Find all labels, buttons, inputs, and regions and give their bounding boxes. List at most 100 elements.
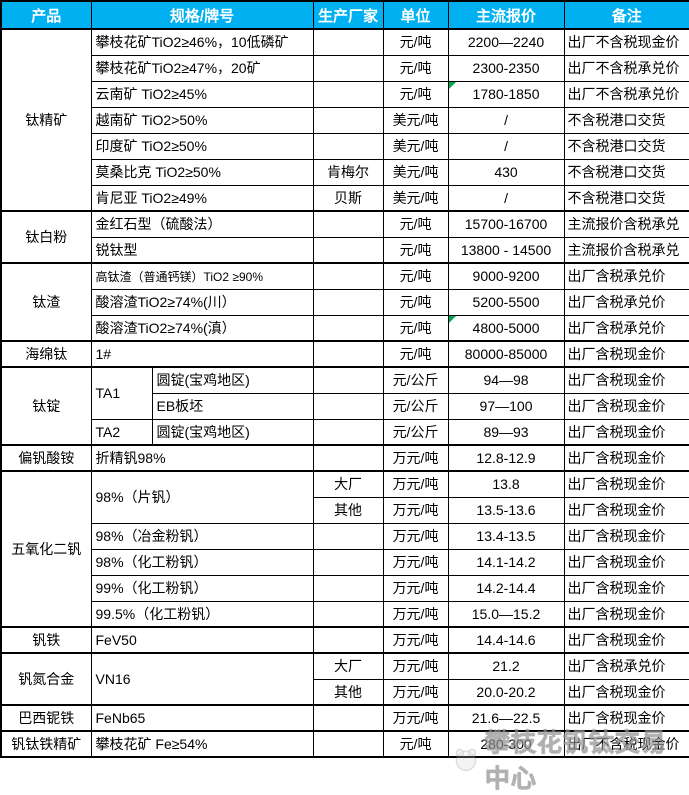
cell-producer: 贝斯 — [312, 184, 384, 212]
cell-spec: 酸溶渣TiO2≥74%(川） — [90, 288, 314, 316]
cell-unit: 美元/吨 — [382, 158, 449, 186]
cell-unit: 元/吨 — [382, 314, 449, 342]
cell-producer — [312, 418, 384, 446]
cell-spec: 金红石型（硫酸法） — [90, 210, 314, 238]
cell-product: 钒氮合金 — [0, 652, 92, 706]
cell-producer — [312, 730, 384, 758]
cell-price: 2200—2240 — [447, 28, 565, 56]
cell-unit: 万元/吨 — [382, 496, 449, 524]
cell-unit: 万元/吨 — [382, 522, 449, 550]
cell-spec: 攀枝花矿TiO2≥47%，20矿 — [90, 54, 314, 82]
cell-producer — [312, 574, 384, 602]
cell-producer — [312, 366, 384, 394]
cell-producer — [312, 600, 384, 628]
table-row: 99.5%（化工粉钒） 万元/吨 15.0—15.2 出厂含税现金价 — [1, 600, 689, 628]
cell-producer — [312, 54, 384, 82]
cell-price: 15700-16700 — [447, 210, 565, 238]
cell-producer: 大厂 — [312, 470, 384, 498]
cell-price: 15.0—15.2 — [447, 600, 565, 628]
cell-remark: 出厂含税现金价 — [563, 392, 689, 420]
cell-unit: 万元/吨 — [382, 600, 449, 628]
cell-unit: 元/吨 — [382, 340, 449, 368]
cell-product: 海绵钛 — [0, 340, 92, 368]
table-row: 攀枝花矿TiO2≥47%，20矿 元/吨 2300-2350 出厂不含税承兑价 — [1, 54, 689, 82]
cell-price: / — [447, 184, 565, 212]
table-row: 钛渣 高钛渣（普通钙镁）TiO2 ≥90% 元/吨 9000-9200 出厂含税承兑价 — [0, 262, 689, 342]
table-row: 肯尼亚 TiO2≥49% 贝斯 美元/吨 / 不含税港口交货 — [1, 184, 689, 212]
cell-price: 97—100 — [447, 392, 565, 420]
cell-product: 钒钛铁精矿 — [0, 730, 92, 758]
col-header-unit: 单位 — [382, 0, 449, 30]
cell-price: 21.2 — [447, 652, 565, 680]
cell-producer — [312, 392, 384, 420]
cell-price: 20.0-20.2 — [447, 678, 565, 706]
table-row: 酸溶渣TiO2≥74%(川） 元/吨 5200-5500 出厂含税承兑价 — [1, 288, 689, 316]
cell-remark: 出厂含税现金价 — [563, 418, 689, 446]
cell-price: 12.8-12.9 — [447, 444, 565, 472]
cell-spec-form: 圆锭(宝鸡地区) — [151, 418, 314, 446]
cell-remark: 出厂含税承兑价 — [563, 262, 689, 290]
cell-spec: VN16 — [90, 652, 314, 706]
price-table: 产品 规格/牌号 生产厂家 单位 主流报价 备注 钛精矿 攀枝花矿TiO2≥46%… — [0, 0, 689, 758]
cell-remark: 出厂含税现金价 — [563, 548, 689, 576]
cell-spec: 高钛渣（普通钙镁）TiO2 ≥90% — [90, 262, 314, 290]
cell-price: 14.1-14.2 — [447, 548, 565, 576]
cell-product: 钛精矿 — [0, 28, 92, 212]
cell-remark: 出厂不含税承兑价 — [563, 54, 689, 82]
cell-unit: 元/吨 — [382, 730, 449, 758]
cell-spec: 1# — [90, 340, 314, 368]
cell-producer — [312, 704, 384, 732]
cell-unit: 元/公斤 — [382, 366, 449, 394]
cell-unit: 美元/吨 — [382, 184, 449, 212]
table-row: 莫桑比克 TiO2≥50% 肯梅尔 美元/吨 430 不含税港口交货 — [1, 158, 689, 186]
table-row: 印度矿 TiO2≥50% 美元/吨 / 不含税港口交货 — [1, 132, 689, 160]
cell-spec: 攀枝花矿TiO2≥46%，10低磷矿 — [90, 28, 314, 56]
table-row: 锐钛型 元/吨 13800 - 14500 主流报价含税承兑 — [1, 236, 689, 264]
cell-price: 2300-2350 — [447, 54, 565, 82]
cell-remark: 出厂含税现金价 — [563, 340, 689, 368]
comment-flag-icon — [449, 316, 456, 323]
cell-producer — [312, 314, 384, 342]
cell-producer — [312, 132, 384, 160]
col-header-producer: 生产厂家 — [312, 0, 384, 30]
cell-unit: 元/公斤 — [382, 418, 449, 446]
cell-price: 13.4-13.5 — [447, 522, 565, 550]
cell-price: 14.2-14.4 — [447, 574, 565, 602]
cell-remark: 不含税港口交货 — [563, 132, 689, 160]
cell-price: / — [447, 132, 565, 160]
cell-unit: 元/吨 — [382, 28, 449, 56]
cell-unit: 万元/吨 — [382, 574, 449, 602]
table-row: 酸溶渣TiO2≥74%(滇） 元/吨 4800-5000 出厂含税承兑价 — [1, 314, 689, 342]
table-row: 钒钛铁精矿 攀枝花矿 Fe≥54% 元/吨 280-300 出厂不含税现金价 — [0, 730, 689, 758]
cell-producer — [312, 106, 384, 134]
cell-product: 钛锭 — [0, 366, 92, 446]
cell-product: 五氧化二钒 — [0, 470, 92, 628]
table-row: 巴西铌铁 FeNb65 万元/吨 21.6—22.5 出厂含税现金价 — [0, 704, 689, 732]
cell-product: 钛渣 — [0, 262, 92, 342]
cell-unit: 万元/吨 — [382, 704, 449, 732]
cell-product: 钒铁 — [0, 626, 92, 654]
cell-unit: 元/吨 — [382, 54, 449, 82]
cell-price: 430 — [447, 158, 565, 186]
cell-producer — [312, 444, 384, 472]
cell-product: 钛白粉 — [0, 210, 92, 264]
cell-spec: 锐钛型 — [90, 236, 314, 264]
table-row: 98%（化工粉钒） 万元/吨 14.1-14.2 出厂含税现金价 — [1, 548, 689, 576]
table-row: 云南矿 TiO2≥45% 元/吨 1780-1850 出厂不含税承兑价 — [1, 80, 689, 108]
cell-remark: 出厂含税现金价 — [563, 470, 689, 498]
cell-unit: 万元/吨 — [382, 548, 449, 576]
cell-producer — [312, 262, 384, 290]
table-row: 钛精矿 攀枝花矿TiO2≥46%，10低磷矿 元/吨 2200—2240 出厂不含税现金… — [0, 28, 689, 212]
cell-price: 13.5-13.6 — [447, 496, 565, 524]
cell-price: / — [447, 106, 565, 134]
cell-price: 80000-85000 — [447, 340, 565, 368]
cell-producer — [312, 80, 384, 108]
cell-spec: 98%（片钒） — [90, 470, 314, 524]
cell-producer — [312, 522, 384, 550]
cell-remark: 出厂含税现金价 — [563, 496, 689, 524]
cell-producer — [312, 548, 384, 576]
cell-spec: 98%（化工粉钒） — [90, 548, 314, 576]
cell-price: 13800 - 14500 — [447, 236, 565, 264]
table-row: 偏钒酸铵 折精钒98% 万元/吨 12.8-12.9 出厂含税现金价 — [0, 444, 689, 472]
table-row: 钒铁 FeV50 万元/吨 14.4-14.6 出厂含税现金价 — [0, 626, 689, 654]
